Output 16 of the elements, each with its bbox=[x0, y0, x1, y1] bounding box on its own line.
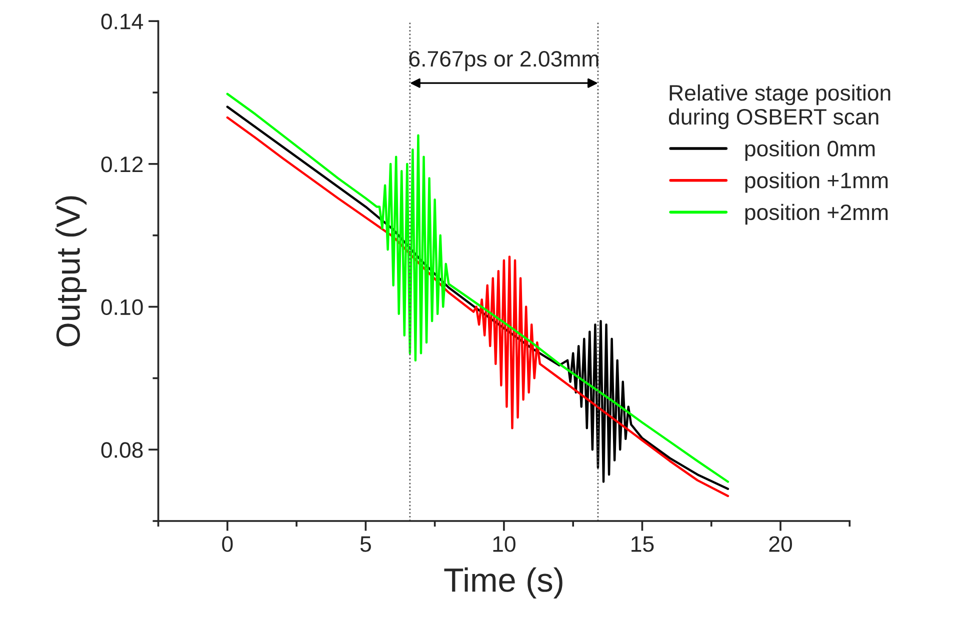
x-tick-label: 15 bbox=[632, 536, 654, 552]
y-tick-label: 0.10 bbox=[101, 299, 143, 316]
x-tick-label: 5 bbox=[360, 536, 371, 552]
y-axis-title: Output (V) bbox=[55, 196, 87, 346]
legend-label: position 0mm bbox=[745, 140, 875, 161]
y-tick-label: 0.08 bbox=[101, 442, 143, 458]
legend-label: position +1mm bbox=[745, 172, 888, 193]
y-tick-label: 0.12 bbox=[101, 156, 143, 172]
x-tick-label: 20 bbox=[769, 536, 792, 552]
x-axis-title: Time (s) bbox=[444, 567, 562, 598]
x-tick-label: 0 bbox=[222, 536, 233, 552]
annotation: 6.767ps or 2.03mm bbox=[409, 50, 598, 72]
legend-label: position +2mm bbox=[745, 204, 888, 225]
y-tick-label: 0.14 bbox=[101, 14, 144, 30]
x-tick-label: 10 bbox=[493, 536, 516, 552]
legend-title: Relative stage position during OSBERT scan bbox=[668, 84, 890, 130]
